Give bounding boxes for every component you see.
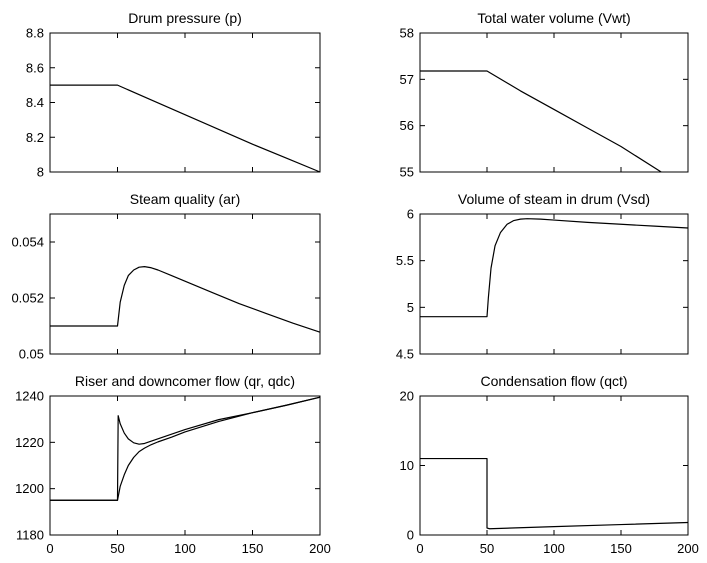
- plot-frame: [419, 395, 689, 536]
- y-tick-label: 1240: [15, 389, 44, 404]
- x-tick-label: 150: [242, 541, 264, 556]
- subplot-title: Steam quality (ar): [130, 191, 240, 207]
- subplot-5: Riser and downcomer flow (qr, qdc) 1180 12…: [15, 373, 331, 556]
- y-tick-label: 8.6: [26, 60, 44, 75]
- y-tick-label: 57: [400, 72, 414, 87]
- y-tick-label: 55: [400, 165, 414, 180]
- series-line-1: [420, 218, 689, 318]
- x-tick-label: 200: [309, 541, 331, 556]
- x-tick-label: 0: [416, 541, 423, 556]
- y-tick-label: 6: [407, 207, 414, 222]
- y-tick-label: 5.5: [396, 253, 414, 268]
- subplot-2: Total water volume (Vwt) 55 56 57 58: [400, 10, 689, 180]
- subplot-title: Drum pressure (p): [128, 10, 242, 26]
- x-tick-label: 100: [174, 541, 196, 556]
- series-line-2: [50, 396, 321, 501]
- y-tick-label: 10: [400, 458, 414, 473]
- y-tick-label: 0: [407, 528, 414, 543]
- series-line-1: [50, 84, 321, 173]
- y-tick-label: 5: [407, 300, 414, 315]
- x-tick-label: 200: [677, 541, 699, 556]
- x-tick-label: 50: [110, 541, 124, 556]
- y-tick-label: 8.2: [26, 130, 44, 145]
- subplot-4: Volume of steam in drum (Vsd) 4.5 5 5.5 6: [396, 191, 689, 362]
- y-tick-label: 0.052: [11, 291, 44, 306]
- subplot-3: Steam quality (ar) 0.05 0.052 0.054: [11, 191, 321, 362]
- y-tick-label: 8.8: [26, 26, 44, 41]
- plot-frame: [419, 213, 689, 355]
- subplot-title: Total water volume (Vwt): [477, 10, 630, 26]
- y-tick-label: 1200: [15, 481, 44, 496]
- y-tick-label: 4.5: [396, 347, 414, 362]
- plot-frame: [419, 32, 689, 173]
- y-tick-label: 1220: [15, 435, 44, 450]
- y-tick-label: 20: [400, 389, 414, 404]
- subplot-title: Volume of steam in drum (Vsd): [458, 191, 650, 207]
- y-tick-label: 8: [37, 165, 44, 180]
- subplot-title: Condensation flow (qct): [480, 373, 627, 389]
- x-tick-label: 50: [480, 541, 494, 556]
- plot-frame: [49, 32, 321, 173]
- series-line-1: [50, 266, 321, 333]
- y-tick-label: 1180: [16, 528, 44, 543]
- y-tick-label: 58: [400, 26, 414, 41]
- y-tick-label: 0.054: [11, 235, 44, 250]
- y-tick-label: 56: [400, 118, 414, 133]
- series-line-1: [420, 457, 689, 530]
- plot-frame: [49, 213, 321, 355]
- plot-frame: [49, 395, 321, 536]
- subplot-title: Riser and downcomer flow (qr, qdc): [75, 373, 295, 389]
- y-tick-label: 0.05: [19, 347, 44, 362]
- subplot-1: Drum pressure (p) 8 8.2 8.4 8.6 8.8: [26, 10, 321, 180]
- x-tick-label: 0: [46, 541, 53, 556]
- x-tick-label: 150: [610, 541, 632, 556]
- y-tick-label: 8.4: [26, 95, 44, 110]
- x-tick-label: 100: [543, 541, 565, 556]
- series-line-1: [420, 70, 662, 173]
